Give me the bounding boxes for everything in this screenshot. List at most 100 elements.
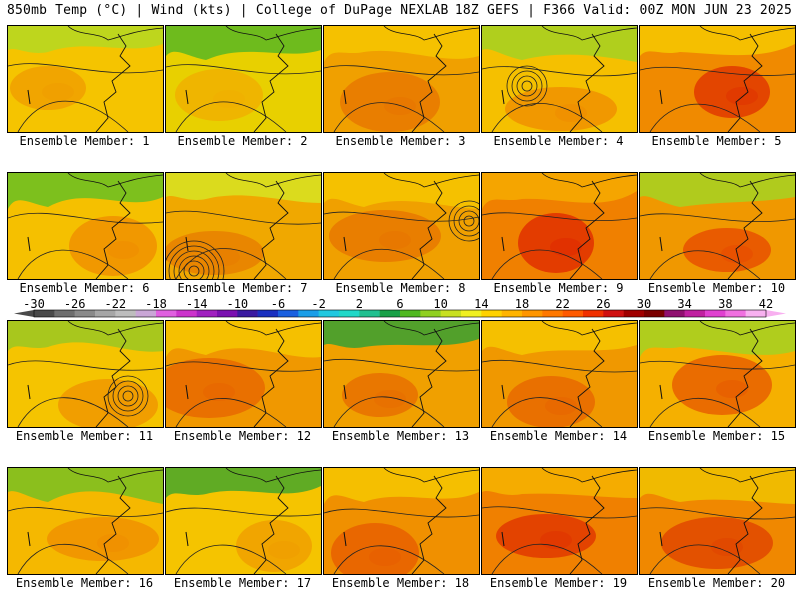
colorbar-swatch: [74, 310, 96, 317]
colorbar-swatch: [115, 310, 136, 317]
model-run-info: 18Z GEFS | F366 Valid: 00Z MON JUN 23 20…: [454, 3, 792, 18]
ensemble-member-label: Ensemble Member: 2: [177, 134, 308, 148]
ensemble-member-map: [165, 172, 322, 280]
colorbar-swatch: [34, 310, 55, 317]
colorbar-swatch: [339, 310, 360, 317]
colorbar-tick-label: 42: [758, 297, 774, 311]
colorbar-swatch: [95, 310, 116, 317]
temperature-field: [166, 321, 321, 427]
colorbar-tick-label: 22: [555, 297, 570, 311]
colorbar-swatches: [14, 309, 786, 318]
ensemble-member-map: [323, 320, 480, 428]
temperature-field: [324, 321, 479, 427]
ensemble-member-map: [639, 320, 796, 428]
ensemble-member-label: Ensemble Member: 16: [15, 576, 154, 590]
colorbar-swatch: [562, 310, 584, 317]
colorbar-tick-label: 34: [677, 297, 692, 311]
colorbar-swatch: [278, 310, 299, 317]
colorbar-swatch: [135, 310, 157, 317]
ensemble-member-label: Ensemble Member: 9: [493, 281, 624, 295]
temperature-field: [640, 468, 795, 574]
ensemble-member-map: [7, 467, 164, 575]
colorbar-swatch: [684, 310, 706, 317]
temperature-field: [482, 26, 637, 132]
temperature-colorbar: -30 -26 -22 -18 -14 -10 -6 -2 2 6 10 14 18 22 26 30 34 38…: [0, 297, 800, 321]
colorbar-tick-label: 38: [718, 297, 733, 311]
colorbar-swatch: [156, 310, 177, 317]
ensemble-member-map: [639, 172, 796, 280]
colorbar-tick-label: -30: [23, 297, 45, 311]
ensemble-member-map: [7, 25, 164, 133]
colorbar-tick-label: 14: [474, 297, 489, 311]
ensemble-member-map: [323, 172, 480, 280]
ensemble-member-label: Ensemble Member: 3: [335, 134, 466, 148]
ensemble-member-map: [323, 467, 480, 575]
ensemble-member-label: Ensemble Member: 12: [173, 429, 312, 443]
ensemble-member-label: Ensemble Member: 14: [489, 429, 628, 443]
colorbar-tick-label: 18: [514, 297, 530, 311]
temperature-field: [324, 26, 479, 132]
ensemble-member-map: [481, 467, 638, 575]
ensemble-member-map: [165, 25, 322, 133]
colorbar-tick-label: -18: [145, 297, 167, 311]
colorbar-swatch: [318, 310, 340, 317]
colorbar-swatch: [623, 310, 645, 317]
colorbar-tick-label: -14: [185, 297, 208, 311]
ensemble-member-label: Ensemble Member: 11: [15, 429, 154, 443]
ensemble-member-map: [165, 320, 322, 428]
colorbar-swatch: [461, 310, 482, 317]
temperature-field: [8, 173, 163, 279]
colorbar-swatch: [54, 310, 75, 317]
temperature-field: [166, 468, 321, 574]
colorbar-swatch: [196, 310, 218, 317]
temperature-field: [324, 468, 479, 574]
temperature-field: [482, 173, 637, 279]
colorbar-swatch: [176, 310, 197, 317]
colorbar-swatch: [522, 310, 543, 317]
colorbar-swatch: [420, 310, 441, 317]
colorbar-swatch: [603, 310, 624, 317]
ensemble-member-map: [165, 467, 322, 575]
ensemble-member-label: Ensemble Member: 4: [493, 134, 624, 148]
colorbar-swatch: [644, 310, 665, 317]
colorbar-swatch: [400, 310, 421, 317]
ensemble-member-map: [639, 467, 796, 575]
ensemble-member-map: [7, 172, 164, 280]
temperature-field: [640, 173, 795, 279]
colorbar-swatch: [745, 310, 767, 317]
colorbar-swatch: [379, 310, 401, 317]
colorbar-swatch: [664, 310, 685, 317]
temperature-field: [166, 173, 321, 279]
temperature-field: [482, 321, 637, 427]
colorbar-tick-label: -10: [226, 297, 249, 311]
temperature-field: [324, 173, 479, 279]
ensemble-member-label: Ensemble Member: 18: [331, 576, 470, 590]
temperature-field: [640, 321, 795, 427]
ensemble-member-map: [639, 25, 796, 133]
colorbar-swatch: [705, 310, 726, 317]
temperature-field: [8, 321, 163, 427]
map-title: 850mb Temp (°C) | Wind (kts) | College o…: [7, 3, 449, 18]
colorbar-swatch: [725, 310, 746, 317]
colorbar-swatch: [542, 310, 563, 317]
ensemble-member-label: Ensemble Member: 17: [173, 576, 312, 590]
ensemble-member-map: [7, 320, 164, 428]
ensemble-member-label: Ensemble Member: 1: [19, 134, 150, 148]
ensemble-member-label: Ensemble Member: 13: [331, 429, 470, 443]
colorbar-swatch: [583, 310, 604, 317]
colorbar-swatch: [440, 310, 462, 317]
colorbar-tick-label: -26: [63, 297, 86, 311]
colorbar-swatch: [501, 310, 523, 317]
ensemble-member-label: Ensemble Member: 6: [19, 281, 150, 295]
colorbar-swatch: [237, 310, 258, 317]
ensemble-member-label: Ensemble Member: 19: [489, 576, 628, 590]
ensemble-member-map: [481, 25, 638, 133]
colorbar-tick-label: 26: [596, 297, 611, 311]
temperature-field: [8, 468, 163, 574]
colorbar-tick-label: 2: [355, 297, 363, 311]
ensemble-member-label: Ensemble Member: 15: [647, 429, 786, 443]
colorbar-tick-label: -6: [270, 297, 286, 311]
ensemble-member-map: [481, 320, 638, 428]
colorbar-tick-label: 30: [636, 297, 652, 311]
colorbar-swatch: [359, 310, 380, 317]
